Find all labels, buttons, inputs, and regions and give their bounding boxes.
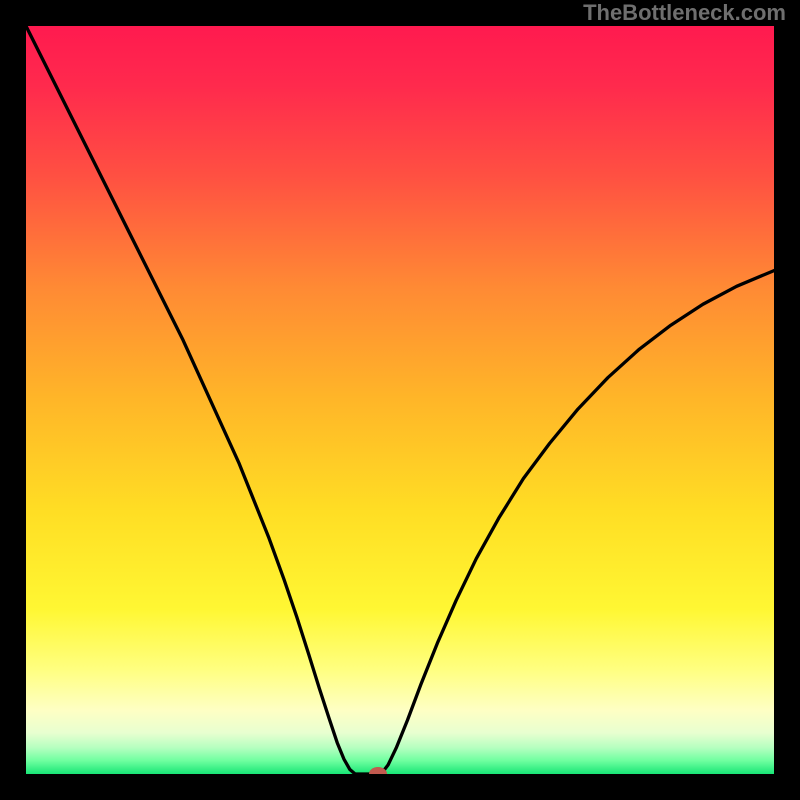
watermark-text: TheBottleneck.com [583, 0, 786, 26]
plot-area [26, 26, 774, 774]
curve-path [26, 26, 774, 774]
bottleneck-curve [26, 26, 774, 774]
